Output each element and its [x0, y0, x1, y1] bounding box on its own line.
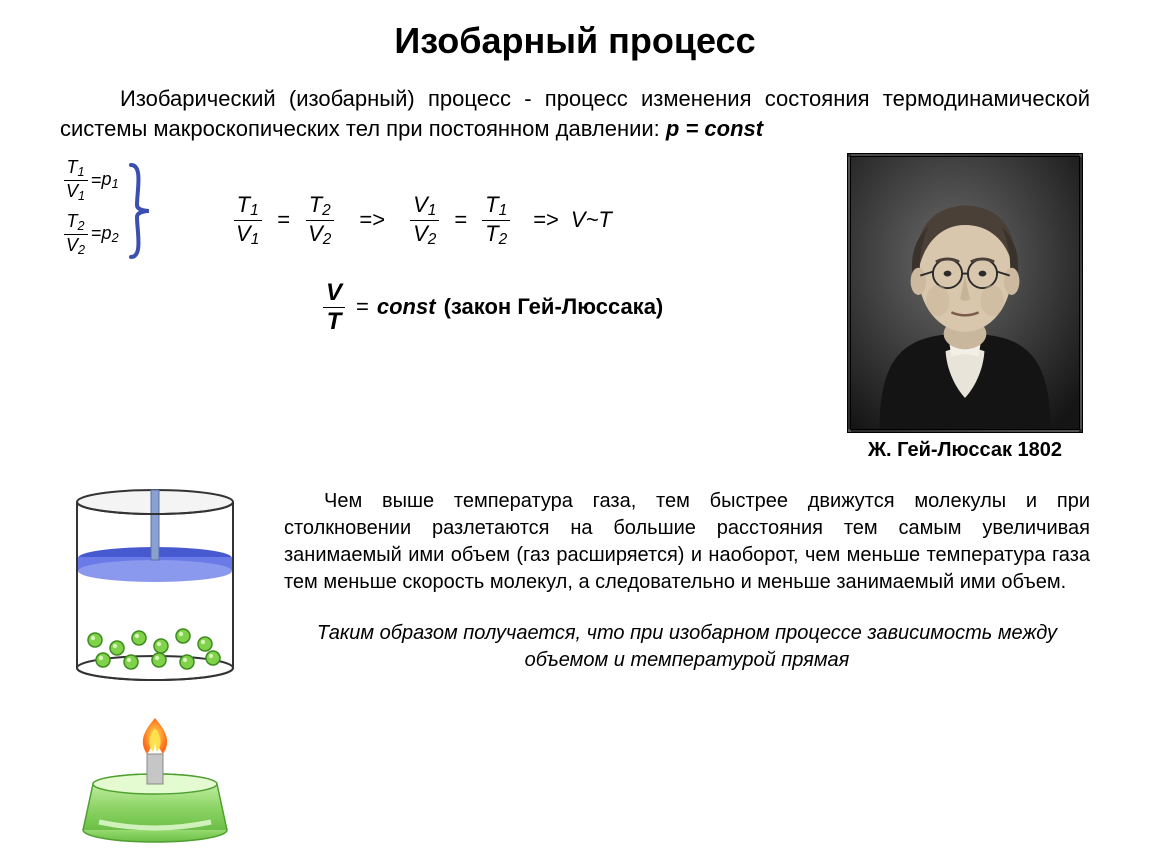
definition-const: p = const — [666, 116, 763, 141]
brace-icon — [125, 161, 153, 261]
portrait-image — [847, 153, 1083, 433]
explanation-text: Чем выше температура газа, тем быстрее д… — [284, 488, 1090, 596]
beaker-diagram — [65, 488, 245, 688]
eq-main: T1 V1 = T2 V2 => V1 V2 = T1 T2 => — [230, 192, 840, 249]
burner-diagram — [75, 714, 235, 844]
law-line: V T = const (закон Гей-Люссака) — [320, 279, 840, 336]
definition-text: Изобарический (изобарный) процесс - проц… — [60, 84, 1090, 143]
portrait-caption: Ж. Гей-Люссак 1802 — [840, 439, 1090, 462]
definition-prefix: Изобарический (изобарный) процесс - проц… — [60, 86, 1090, 141]
eq-pair: T1 V1 = p1 T2 V2 = p2 — [60, 157, 119, 263]
page-title: Изобарный процесс — [60, 20, 1090, 62]
conclusion-text: Таким образом получается, что при изобар… — [284, 620, 1090, 674]
equation-block: T1 V1 = p1 T2 V2 = p2 — [60, 153, 840, 335]
